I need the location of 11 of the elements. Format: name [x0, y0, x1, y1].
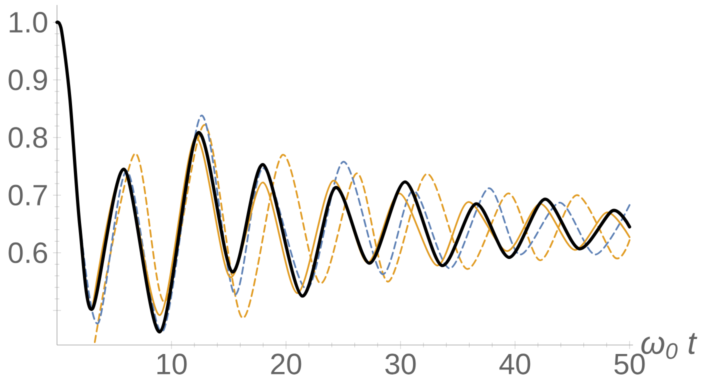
y-tick-label: 0.8: [8, 127, 48, 148]
y-tick-label: 0.7: [8, 184, 47, 206]
x-tick-label: 10: [157, 354, 187, 374]
x-tick-label: 30: [385, 354, 416, 374]
x-tick-label: 20: [271, 354, 302, 374]
line-series: [94, 124, 630, 343]
y-tick-label: 0.9: [8, 70, 47, 90]
y-tick-label: 1.0: [10, 12, 48, 33]
x-tick-label: 40: [499, 354, 530, 374]
x-tick-label: 50: [614, 354, 645, 374]
y-tick-label: 0.6: [8, 242, 48, 264]
